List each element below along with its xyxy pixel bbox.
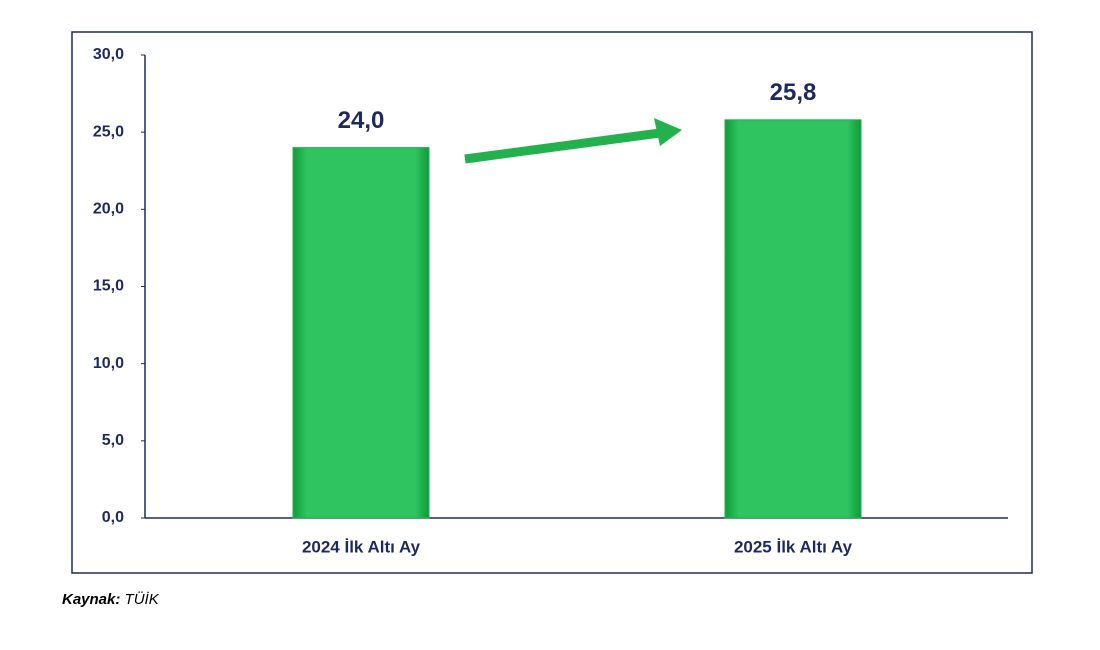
bar [724,119,862,519]
y-tick-label: 20,0 [93,201,124,218]
trend-arrow [464,118,682,164]
x-tick-label: 2025 İlk Altı Ay [734,537,853,556]
value-label: 25,8 [770,79,817,106]
source-text: TÜİK [125,590,160,608]
y-tick-label: 0,0 [102,509,124,526]
source: Kaynak: TÜİK [62,590,160,608]
x-tick-label: 2024 İlk Altı Ay [302,537,421,556]
source-label: Kaynak: [62,591,120,608]
y-tick-label: 10,0 [93,355,124,372]
y-tick-label: 15,0 [93,278,124,295]
chart-frame [71,31,1033,574]
y-tick-label: 25,0 [93,123,124,140]
value-label: 24,0 [338,107,385,134]
y-tick-label: 5,0 [102,432,124,449]
bar [292,147,430,519]
y-tick-label: 30,0 [93,46,124,63]
